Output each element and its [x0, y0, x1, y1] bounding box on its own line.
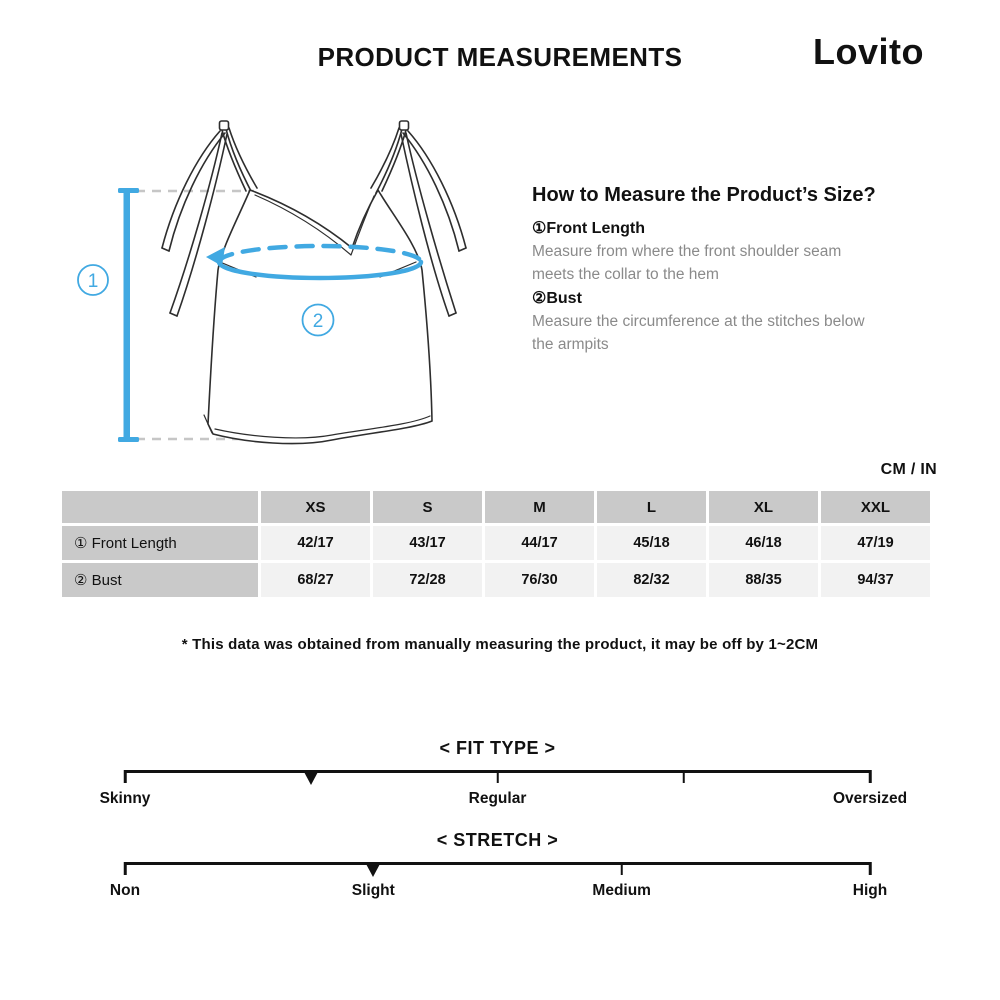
- scale-tick: [496, 770, 499, 783]
- size-value-cell: 45/18: [597, 526, 706, 560]
- neckline-trim: [254, 194, 375, 256]
- unit-label: CM / IN: [880, 461, 937, 478]
- measure-item-bust-desc: Measure the circumference at the stitche…: [532, 312, 865, 354]
- stretch-scale-line: Non Slight Medium High: [110, 862, 887, 899]
- front-length-marker-number: 1: [88, 271, 99, 292]
- bust-measure-ellipse: [206, 243, 424, 281]
- size-column-header: S: [373, 491, 482, 523]
- scale-label-regular: Regular: [468, 790, 527, 807]
- size-table-corner-cell: [62, 491, 258, 523]
- scale-label-oversized: Oversized: [832, 790, 908, 807]
- size-column-header: XXL: [821, 491, 930, 523]
- scale-tick: [682, 770, 685, 783]
- size-value-cell: 68/27: [261, 563, 370, 597]
- table-row-bust: ② Bust 68/27 72/28 76/30 82/32 88/35 94/…: [62, 563, 930, 597]
- measure-item-front-length: ①Front Length: [532, 217, 884, 240]
- row-label-number: ②: [74, 572, 88, 589]
- scale-marker: [365, 862, 382, 877]
- table-row-front-length: ① Front Length 42/17 43/17 44/17 45/18 4…: [62, 526, 930, 560]
- measure-item-name: Bust: [546, 289, 582, 307]
- right-shoulder-tie: [370, 120, 467, 317]
- size-table: XS S M L XL XXL ① Front Length 42/17 43/…: [59, 488, 933, 600]
- bust-marker: 2: [301, 303, 335, 337]
- how-to-measure-section: How to Measure the Product’s Size? ①Fron…: [532, 184, 884, 356]
- camisole-drawing: [161, 120, 467, 445]
- scale-tick: [123, 862, 127, 875]
- row-label: ② Bust: [62, 563, 258, 597]
- measure-item-number: ②: [532, 289, 547, 307]
- stretch-scale-title: < STRETCH >: [436, 830, 559, 850]
- scale-tick: [868, 862, 872, 875]
- size-column-header: XL: [709, 491, 818, 523]
- size-value-cell: 44/17: [485, 526, 594, 560]
- measure-item-number: ①: [532, 220, 547, 237]
- row-label-text: Front Length: [91, 535, 177, 552]
- fit-type-scale-line: Skinny Regular Oversized: [100, 770, 907, 807]
- bust-marker-number: 2: [313, 311, 324, 332]
- scale-marker: [303, 770, 320, 785]
- size-value-cell: 88/35: [709, 563, 818, 597]
- scale-label-non: Non: [109, 882, 141, 899]
- left-shoulder-tie: [161, 120, 258, 317]
- scale-label-medium: Medium: [592, 882, 651, 899]
- scale-label-skinny: Skinny: [99, 790, 151, 807]
- size-value-cell: 76/30: [485, 563, 594, 597]
- hem-slit: [203, 414, 213, 434]
- size-value-cell: 72/28: [373, 563, 482, 597]
- row-label-text: Bust: [91, 572, 122, 589]
- size-value-cell: 47/19: [821, 526, 930, 560]
- measure-item-front-length-desc: Measure from where the front shoulder se…: [532, 243, 842, 284]
- page-title: PRODUCT MEASUREMENTS: [317, 42, 683, 72]
- how-to-measure-title: How to Measure the Product’s Size?: [532, 184, 876, 206]
- row-label: ① Front Length: [62, 526, 258, 560]
- size-column-header: L: [597, 491, 706, 523]
- scale-tick: [620, 862, 623, 875]
- fit-type-scale: < FIT TYPE > Skinny Regular Oversized: [100, 738, 907, 807]
- front-length-marker: 1: [77, 264, 109, 296]
- brand-logo: Lovito: [813, 31, 924, 72]
- stretch-scale: < STRETCH > Non Slight Medium High: [110, 830, 887, 899]
- size-value-cell: 43/17: [373, 526, 482, 560]
- fit-type-scale-title: < FIT TYPE >: [439, 738, 556, 758]
- scale-label-high: High: [852, 882, 888, 899]
- hem-inner-line: [214, 415, 431, 439]
- measure-arrowhead: [206, 247, 225, 266]
- size-value-cell: 82/32: [597, 563, 706, 597]
- size-value-cell: 94/37: [821, 563, 930, 597]
- size-value-cell: 46/18: [709, 526, 818, 560]
- scale-tick: [868, 770, 872, 783]
- row-label-number: ①: [74, 535, 88, 552]
- front-length-measure-bar: [118, 188, 139, 442]
- size-table-header-row: XS S M L XL XXL: [62, 491, 930, 523]
- size-column-header: M: [485, 491, 594, 523]
- size-value-cell: 42/17: [261, 526, 370, 560]
- measure-item-name: Front Length: [546, 220, 645, 237]
- scale-tick: [123, 770, 127, 783]
- garment-diagram: 1 2: [77, 120, 467, 445]
- disclaimer-note: * This data was obtained from manually m…: [181, 636, 819, 653]
- scale-label-slight: Slight: [351, 882, 395, 899]
- size-column-header: XS: [261, 491, 370, 523]
- measure-item-bust: ②Bust: [532, 287, 884, 310]
